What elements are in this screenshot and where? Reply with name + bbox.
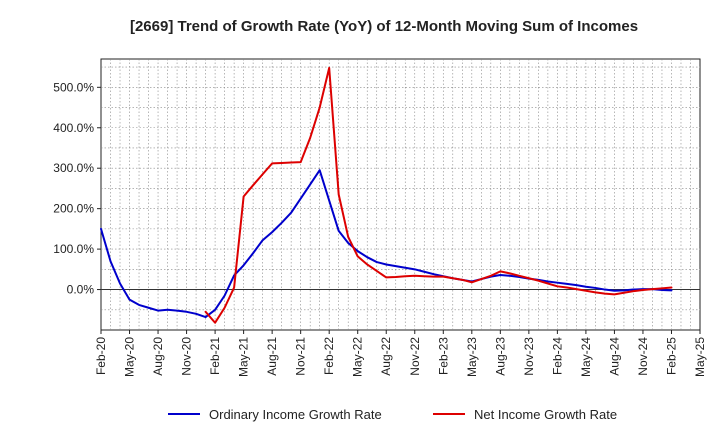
plot-area	[100, 58, 701, 331]
y-tick-label: 500.0%	[53, 80, 94, 94]
chart-title: [2669] Trend of Growth Rate (YoY) of 12-…	[130, 18, 638, 35]
x-tick-label: Nov-22	[408, 337, 422, 376]
x-tick-label: Feb-23	[436, 337, 450, 375]
y-tick-label: 200.0%	[53, 202, 94, 216]
x-tick-label: Aug-22	[379, 337, 393, 376]
y-tick-label: 0.0%	[67, 283, 95, 297]
legend-label: Ordinary Income Growth Rate	[209, 407, 382, 422]
x-tick-label: Aug-20	[151, 337, 165, 376]
x-tick-label: Nov-21	[294, 337, 308, 376]
x-tick-label: Aug-21	[265, 337, 279, 376]
series-layer	[100, 66, 673, 324]
x-tick-label: Feb-22	[322, 337, 336, 375]
x-tick-label: May-21	[237, 337, 251, 377]
x-tick-label: Feb-25	[664, 337, 678, 375]
x-axis: Feb-20 May-20 Aug-20 Nov-20 Feb-21 May-21 Aug-…	[94, 330, 707, 377]
x-tick-label: May-23	[465, 337, 479, 377]
x-tick-label: Aug-23	[493, 337, 507, 376]
y-tick-label: 100.0%	[53, 242, 94, 256]
x-tick-label: May-20	[123, 337, 137, 377]
x-tick-label: Feb-20	[94, 337, 108, 375]
x-tick-label: Feb-21	[208, 337, 222, 375]
y-axis: 0.0% 100.0% 200.0% 300.0% 400.0% 500.0%	[53, 80, 101, 297]
x-tick-label: Aug-24	[607, 337, 621, 376]
x-tick-label: Feb-24	[550, 337, 564, 375]
x-tick-label: Nov-23	[522, 337, 536, 376]
series-line-2	[204, 66, 673, 324]
series-line-1	[100, 169, 673, 319]
legend: Ordinary Income Growth Rate Net Income Gr…	[168, 407, 617, 422]
x-tick-label: May-22	[351, 337, 365, 377]
x-tick-label: Nov-20	[180, 337, 194, 376]
y-tick-label: 300.0%	[53, 161, 94, 175]
legend-label: Net Income Growth Rate	[474, 407, 617, 422]
x-tick-label: May-24	[579, 337, 593, 377]
y-tick-label: 400.0%	[53, 121, 94, 135]
x-tick-label: Nov-24	[636, 337, 650, 376]
x-tick-label: May-25	[693, 337, 707, 377]
